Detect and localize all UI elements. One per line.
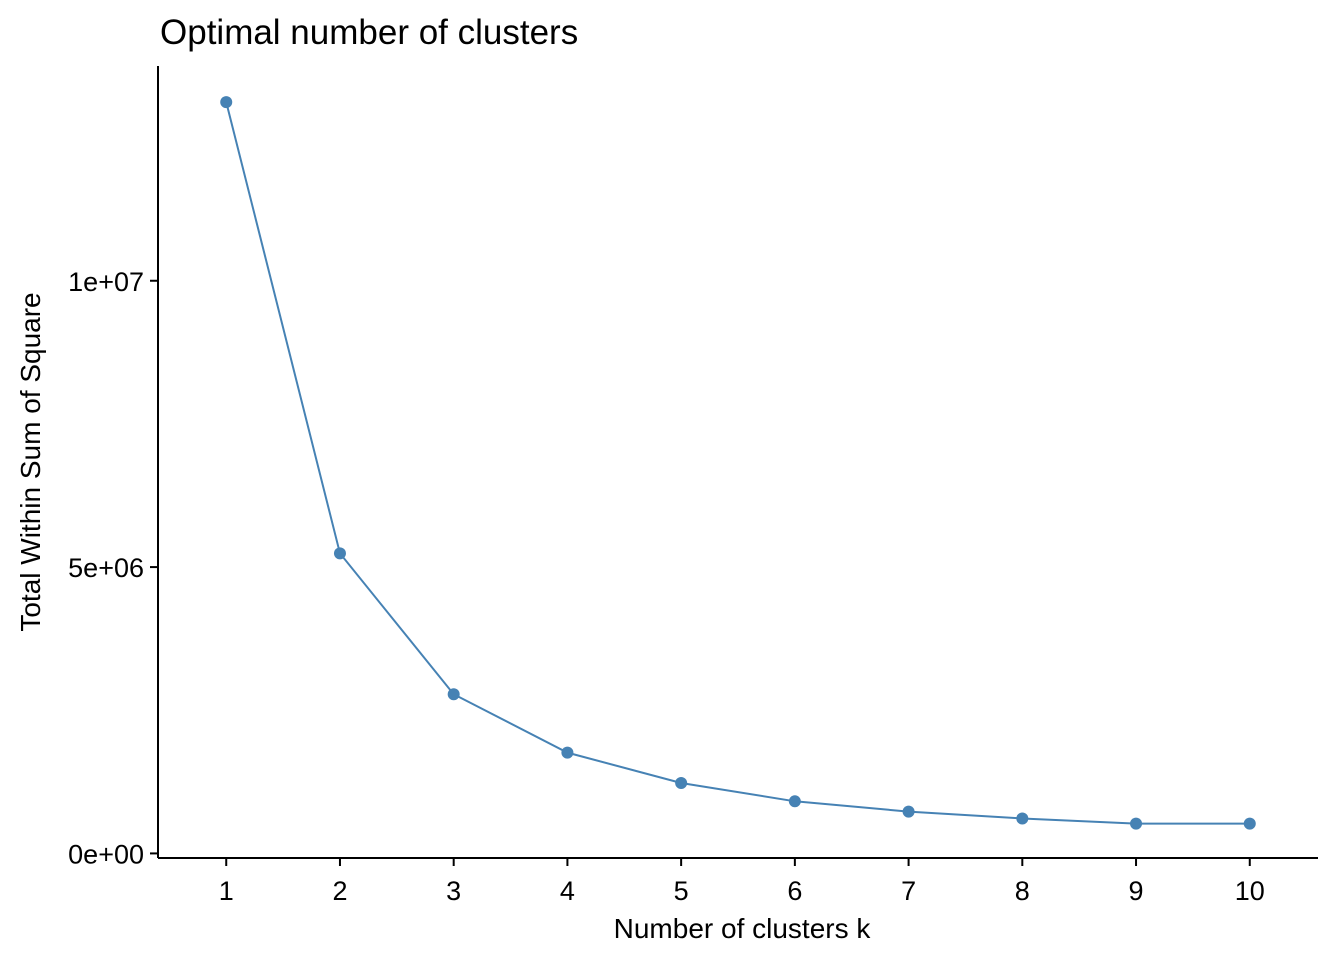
wss-series-line — [225, 101, 1250, 825]
data-point — [333, 547, 346, 560]
data-point — [447, 688, 460, 701]
y-axis-title: Total Within Sum of Square — [15, 292, 46, 631]
x-tick-label: 3 — [446, 876, 461, 906]
y-tick-label: 5e+06 — [68, 553, 144, 583]
data-points — [220, 96, 1256, 830]
x-tick-label: 9 — [1129, 876, 1144, 906]
y-tick-label: 0e+00 — [68, 839, 144, 869]
x-axis-title: Number of clusters k — [614, 913, 872, 944]
chart-title: Optimal number of clusters — [160, 13, 578, 52]
x-tick-label: 8 — [1015, 876, 1030, 906]
y-tick-label: 1e+07 — [68, 267, 144, 297]
x-tick-label: 4 — [560, 876, 575, 906]
x-tick-label: 7 — [901, 876, 916, 906]
x-axis: 1 2 3 4 5 6 7 8 9 10 — [158, 857, 1318, 906]
x-tick-label: 1 — [219, 876, 234, 906]
data-point — [561, 746, 574, 759]
series-group — [225, 101, 1250, 825]
x-tick-label: 6 — [787, 876, 802, 906]
x-tick-label: 5 — [674, 876, 689, 906]
data-point — [220, 96, 233, 109]
x-tick-label: 2 — [332, 876, 347, 906]
y-axis: 0e+00 5e+06 1e+07 — [68, 66, 159, 869]
data-point — [902, 805, 915, 818]
data-point — [788, 795, 801, 808]
data-point — [1243, 817, 1256, 830]
data-point — [1016, 812, 1029, 825]
x-tick-label: 10 — [1235, 876, 1265, 906]
data-point — [1130, 817, 1143, 830]
data-point — [675, 776, 688, 789]
